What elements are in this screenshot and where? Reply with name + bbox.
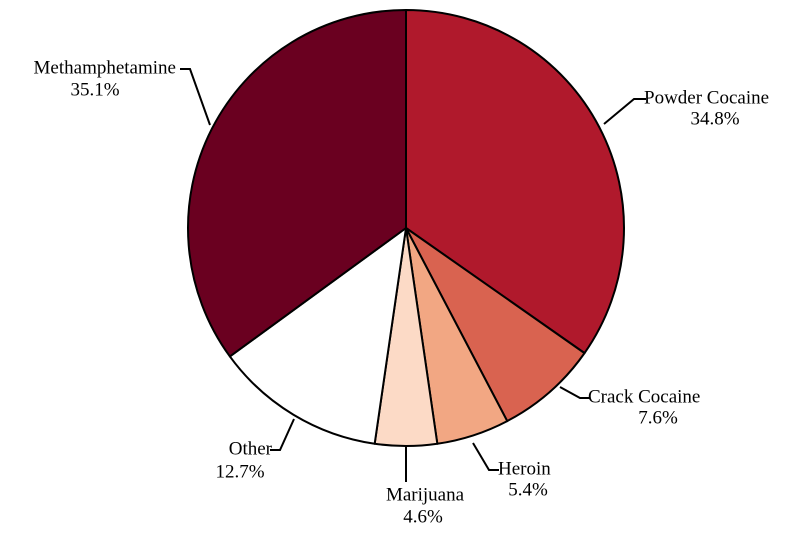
leader-line-methamphetamine: [180, 68, 211, 126]
slice-label-crack-cocaine: Crack Cocaine: [588, 386, 700, 407]
slice-labels: Powder Cocaine 34.8% Crack Cocaine 7.6% …: [34, 57, 770, 527]
slice-label-heroin: Heroin: [498, 458, 551, 479]
slice-value-other: 12.7%: [215, 461, 264, 482]
slice-value-crack-cocaine: 7.6%: [638, 407, 678, 428]
slice-label-other: Other: [229, 438, 273, 459]
slice-value-methamphetamine: 35.1%: [70, 79, 119, 100]
leader-line-crack-cocaine: [559, 386, 590, 399]
pie-slice-powder-cocaine: [405, 9, 625, 355]
leader-line-powder-cocaine: [603, 98, 646, 125]
leader-lines: [180, 68, 646, 482]
leader-line-heroin: [472, 442, 499, 471]
slice-value-heroin: 5.4%: [508, 479, 548, 500]
pie-slice-other: [228, 227, 407, 445]
slice-label-methamphetamine: Methamphetamine: [34, 57, 176, 78]
slice-value-marijuana: 4.6%: [403, 506, 443, 527]
slice-label-powder-cocaine: Powder Cocaine: [644, 87, 769, 108]
pie-slice-crack-cocaine: [405, 227, 586, 423]
pie-slice-methamphetamine: [187, 9, 407, 358]
slice-label-marijuana: Marijuana: [386, 484, 465, 505]
pie-slices: [187, 9, 625, 448]
leader-line-other: [270, 418, 295, 451]
slice-value-powder-cocaine: 34.8%: [690, 108, 739, 129]
